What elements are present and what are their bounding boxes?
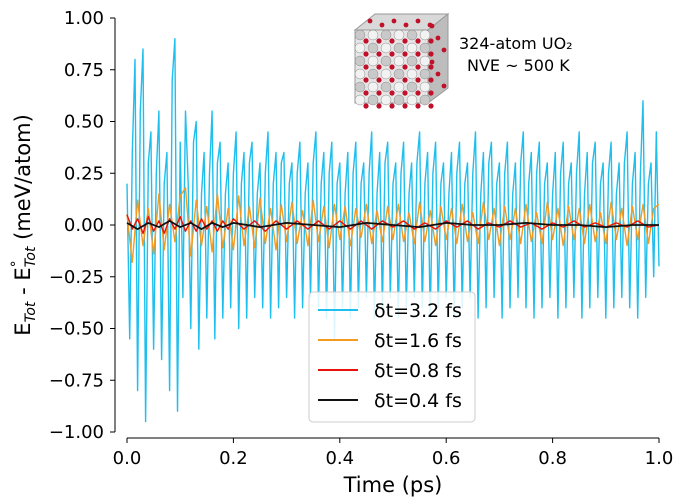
y-tick-label: −0.75 <box>49 370 104 391</box>
y-tick-label: −1.00 <box>49 422 104 443</box>
plot-area <box>126 38 660 423</box>
series-line-3 <box>126 214 660 235</box>
legend-label: δt=0.8 fs <box>374 360 462 382</box>
legend-box <box>308 291 476 423</box>
y-tick-label: 0.25 <box>64 163 104 184</box>
x-tick-label: 1.0 <box>645 448 674 469</box>
x-tick-label: 0.4 <box>325 448 354 469</box>
series-line-4 <box>126 219 659 231</box>
x-tick-label: 0.6 <box>432 448 461 469</box>
inset-label-line2: NVE ~ 500 K <box>467 56 570 75</box>
y-tick-label: −0.25 <box>49 267 104 288</box>
x-axis-label: Time (ps) <box>343 473 443 497</box>
series-line-2 <box>126 186 660 263</box>
y-axis-label: ETot - E°Tot (meV/atom) <box>9 114 39 336</box>
y-tick-label: −0.50 <box>49 319 104 340</box>
x-tick-label: 0.8 <box>538 448 567 469</box>
legend-label: δt=0.4 fs <box>374 390 462 412</box>
inset-annotation: 324-atom UO₂ NVE ~ 500 K <box>353 12 573 109</box>
y-tick-label: 0.50 <box>64 112 104 133</box>
y-tick-label: 0.00 <box>64 215 104 236</box>
y-tick-label: 0.75 <box>64 60 104 81</box>
legend-label: δt=1.6 fs <box>374 330 462 352</box>
inset-label-line1: 324-atom UO₂ <box>459 34 573 53</box>
y-tick-label: 1.00 <box>64 8 104 29</box>
legend-label: δt=3.2 fs <box>374 300 462 322</box>
x-tick-label: 0.2 <box>219 448 248 469</box>
uo2-crystal-image <box>353 12 450 109</box>
series-line-1 <box>126 38 660 423</box>
ticks: 0.0 0.2 0.4 0.6 0.8 1.0 −1.00 −0.75 −0.50 −0.25 0.… <box>49 8 673 469</box>
legend: δt=3.2 fs δt=1.6 fs δt=0.8 fs δt=0.4 fs <box>308 291 476 423</box>
x-tick-label: 0.0 <box>113 448 142 469</box>
